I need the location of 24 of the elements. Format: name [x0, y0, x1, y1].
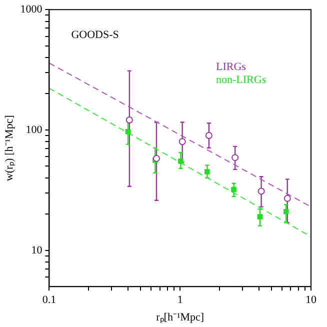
point [204, 169, 210, 174]
point [178, 158, 184, 164]
x-tick-label: 1 [177, 294, 183, 306]
point [257, 214, 263, 220]
point [125, 128, 131, 134]
y-tick-label: 1000 [20, 3, 43, 16]
point [284, 194, 291, 202]
point [152, 154, 160, 162]
y-tick-label: 10 [31, 244, 43, 256]
x-tick-label: 0.1 [42, 294, 56, 306]
text: LIRGs [216, 60, 246, 73]
point [178, 138, 186, 146]
text: non-LIRGs [216, 74, 266, 86]
point [126, 116, 133, 124]
point [232, 154, 239, 162]
y-tick-label: 100 [26, 124, 43, 136]
x-tick-label: 10 [306, 294, 317, 306]
point [258, 188, 265, 195]
annotation: GOODS-S [71, 28, 119, 41]
point [205, 132, 212, 139]
point [283, 208, 289, 214]
x-axis-title: rₚ[h⁻¹Mpc] [156, 311, 204, 324]
y-axis-title: w(rₚ) [h⁻¹Mpc] [3, 115, 16, 182]
point [231, 186, 236, 192]
